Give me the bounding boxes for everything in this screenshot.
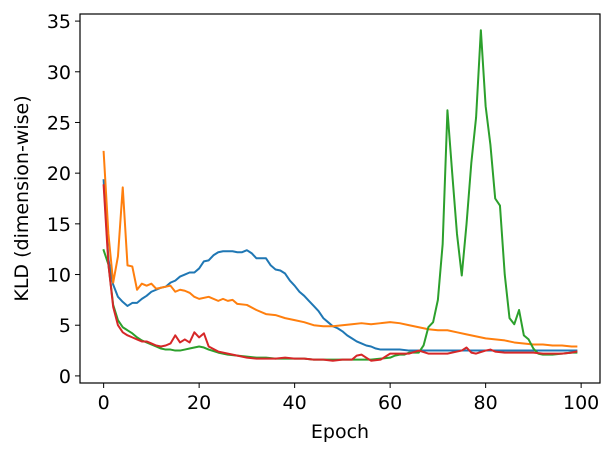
x-tick-label: 40: [283, 392, 307, 414]
series-line-2: [102, 150, 578, 348]
y-axis-label: KLD (dimension-wise): [11, 95, 33, 301]
x-tick-label: 20: [187, 392, 211, 414]
x-tick-label: 0: [98, 392, 110, 414]
plot-frame: [79, 13, 601, 384]
y-tick-label: 0: [59, 366, 71, 388]
x-tick-label: 100: [563, 392, 599, 414]
y-tick-label: 5: [59, 315, 71, 337]
y-tick-label: 20: [47, 163, 71, 185]
y-tick-label: 30: [47, 62, 71, 84]
series-layer: [102, 29, 578, 362]
series-line-4: [102, 184, 578, 362]
y-tick-label: 25: [47, 112, 71, 134]
x-tick-label: 80: [474, 392, 498, 414]
y-tick-label: 10: [47, 265, 71, 287]
ticks-layer: 0 20 40 60 80 100 0 5 10 15 20 25 30 35: [47, 11, 599, 414]
x-axis-label: Epoch: [311, 421, 369, 443]
y-tick-label: 15: [47, 214, 71, 236]
x-tick-label: 60: [378, 392, 402, 414]
series-line-3: [102, 29, 578, 361]
y-tick-label: 35: [47, 11, 71, 33]
